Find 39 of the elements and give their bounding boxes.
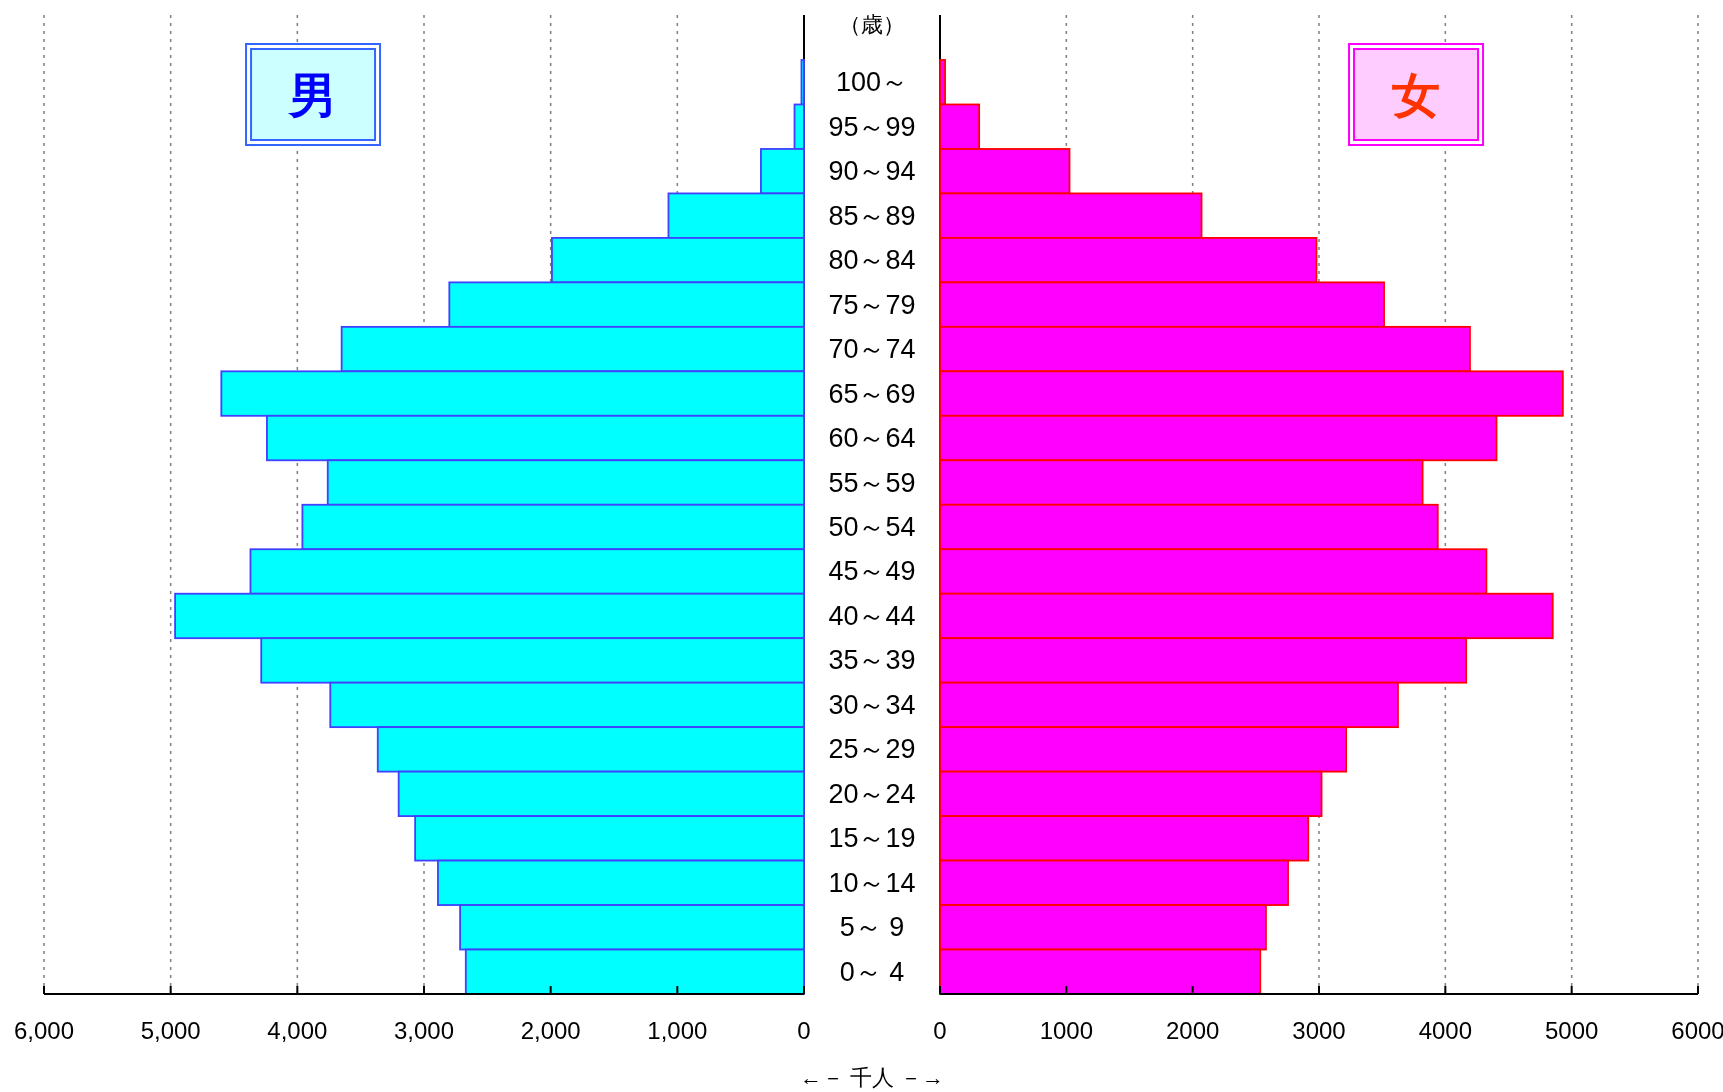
y-tick-label: 30～34 <box>828 689 916 720</box>
y-tick-label: 10～14 <box>828 867 916 898</box>
y-tick-label: 85～89 <box>828 200 916 231</box>
y-tick-label: 55～59 <box>828 467 916 498</box>
y-tick-label: 90～94 <box>828 156 916 187</box>
x-tick-label: 5000 <box>1544 1017 1599 1044</box>
y-tick-label: 20～24 <box>828 778 916 809</box>
y-tick-label: 80～84 <box>828 245 916 276</box>
y-tick-label: 65～69 <box>828 378 916 409</box>
x-tick-label: 1,000 <box>647 1017 708 1044</box>
x-axis-title: ←－ 千人 －→ <box>799 1065 945 1090</box>
x-tick-label: 6000 <box>1671 1017 1723 1044</box>
x-tick-label: 1000 <box>1039 1017 1094 1044</box>
x-tick-label: 5,000 <box>140 1017 201 1044</box>
y-tick-label: 100～ <box>835 67 909 98</box>
x-tick-label: 0 <box>797 1017 811 1044</box>
y-tick-label: 40～44 <box>828 600 916 631</box>
y-tick-label: 50～54 <box>828 512 916 542</box>
y-tick-label: 95～99 <box>828 111 916 142</box>
x-tick-label: 3,000 <box>393 1017 455 1044</box>
y-tick-label: 15～19 <box>828 823 916 854</box>
y-axis-title: （歳） <box>839 12 905 37</box>
y-tick-label: 35～39 <box>828 645 916 676</box>
chart-title: 男 <box>287 68 338 122</box>
y-tick-label: 25～29 <box>828 734 916 765</box>
x-tick-label: 4000 <box>1418 1017 1473 1044</box>
x-tick-label: 4,000 <box>267 1017 328 1044</box>
x-tick-label: 2000 <box>1165 1017 1220 1044</box>
y-tick-label: 75～79 <box>828 289 916 320</box>
y-tick-label: 5～ 9 <box>839 912 905 943</box>
y-tick-label: 0～ 4 <box>839 956 905 987</box>
chart-title: 女 <box>1392 68 1441 122</box>
x-tick-label: 6,000 <box>13 1017 75 1044</box>
y-tick-label: 70～74 <box>828 334 916 365</box>
x-tick-label: 2,000 <box>520 1017 581 1044</box>
y-tick-label: 60～64 <box>828 423 916 454</box>
x-tick-label: 0 <box>933 1017 947 1044</box>
y-tick-label: 45～49 <box>828 556 916 587</box>
x-tick-label: 3000 <box>1292 1017 1346 1044</box>
